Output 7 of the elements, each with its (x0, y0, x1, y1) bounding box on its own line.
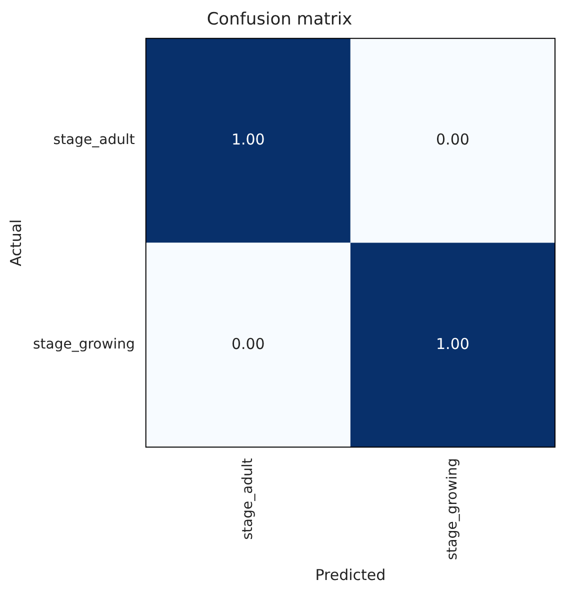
x-axis-title: Predicted (315, 566, 386, 584)
data-label: 0.00 (231, 334, 265, 353)
data-label: 1.00 (231, 130, 265, 148)
data-label: 1.00 (436, 334, 470, 353)
data-label: 0.00 (436, 130, 470, 148)
y-axis-title: Actual (6, 219, 25, 266)
chart-title: Confusion matrix (206, 10, 352, 30)
